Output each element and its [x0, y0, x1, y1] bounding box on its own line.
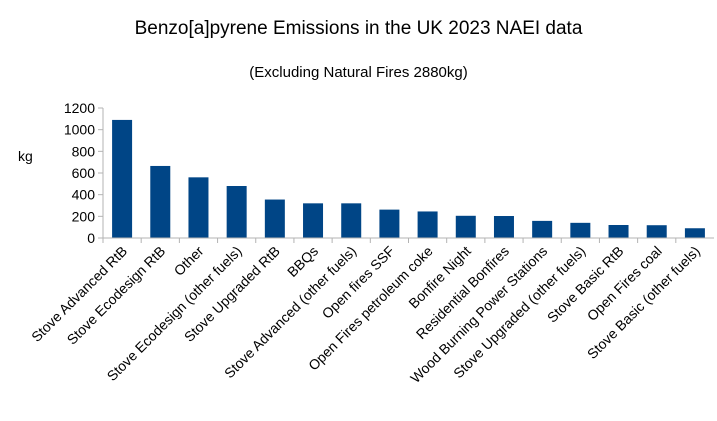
- y-tick-label: 400: [72, 187, 96, 203]
- bar: [188, 177, 209, 238]
- chart-title: Benzo[a]pyrene Emissions in the UK 2023 …: [134, 18, 583, 39]
- y-tick-label: 600: [72, 165, 96, 181]
- bar: [646, 225, 667, 238]
- y-tick-label: 1200: [64, 100, 95, 116]
- bar: [150, 165, 171, 238]
- y-tick-label: 0: [87, 230, 95, 246]
- bar: [532, 220, 553, 238]
- bar: [684, 228, 705, 238]
- y-tick-label: 800: [72, 143, 96, 159]
- y-tick-label: 200: [72, 208, 96, 224]
- chart-subtitle: (Excluding Natural Fires 2880kg): [249, 64, 468, 81]
- bar: [379, 209, 400, 238]
- bar: [226, 186, 247, 238]
- bar: [264, 199, 285, 238]
- bar: [608, 225, 629, 238]
- y-tick-label: 1000: [64, 122, 95, 138]
- bar: [303, 203, 324, 238]
- bar: [112, 119, 133, 238]
- bar: [570, 222, 591, 238]
- bar: [417, 211, 438, 238]
- bar: [493, 216, 514, 238]
- bars: [112, 119, 705, 238]
- x-tick-label: Other: [171, 243, 207, 279]
- axes: [98, 108, 714, 243]
- y-axis-label: kg: [18, 148, 33, 164]
- bar: [455, 215, 476, 238]
- y-axis-ticks: 0 200 400 600 800 1000 1200: [64, 100, 103, 246]
- bar: [341, 203, 362, 238]
